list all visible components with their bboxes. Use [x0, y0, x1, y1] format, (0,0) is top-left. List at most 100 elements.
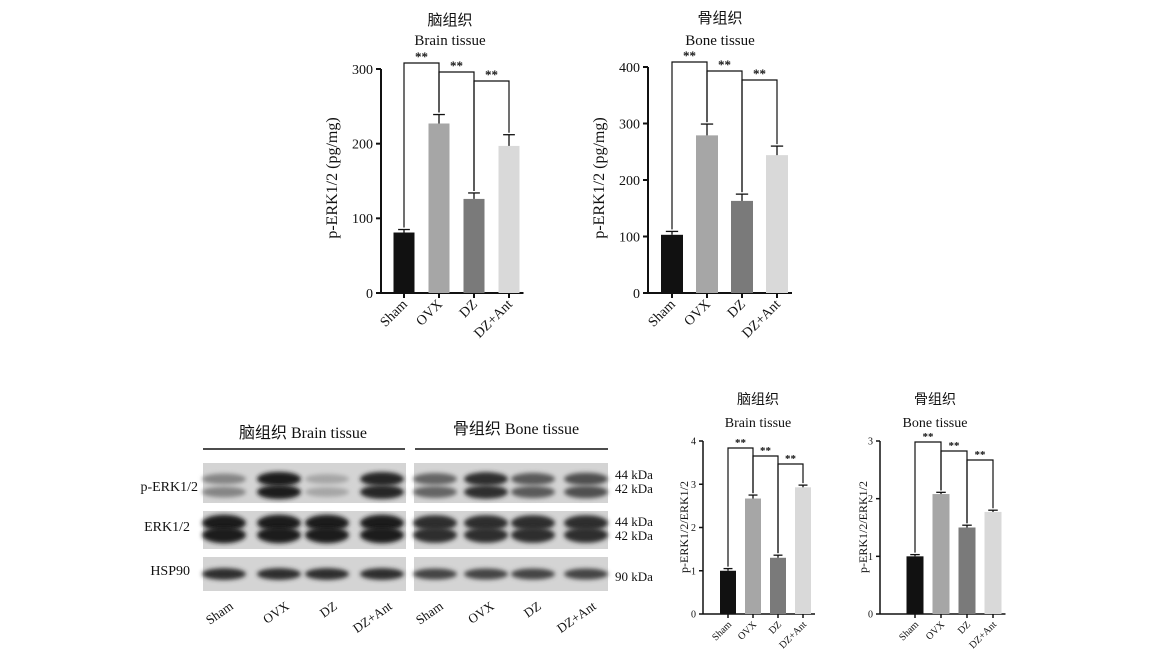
blot-band: [564, 485, 608, 499]
blot-band: [413, 568, 457, 580]
chart-brain-pgmg: 脑组织 Brain tissue p-ERK1/2 (pg/mg) 0 100 20…: [324, 12, 524, 341]
blot-band: [564, 515, 608, 531]
x-tick-label: DZ+Ant: [740, 297, 784, 341]
significance-label: **: [760, 445, 772, 457]
blot-band: [305, 487, 349, 497]
blot-band: [413, 515, 457, 531]
bar: [393, 232, 415, 293]
y-tick-label: 0: [868, 610, 873, 621]
y-tick-label: 1: [868, 552, 873, 563]
blot-band: [202, 526, 246, 544]
bar: [932, 494, 950, 614]
y-tick-label: 300: [352, 63, 373, 78]
chart-subtitle: Bone tissue: [903, 416, 968, 431]
blot-band: [511, 515, 555, 531]
bar: [720, 570, 736, 614]
blot-band: [202, 568, 246, 580]
y-tick-label: 300: [619, 117, 640, 132]
chart-bone-ratio: 骨组织 Bone tissue p-ERK1/2/ERK1/2 0 1 2 3 Sham…: [856, 392, 1006, 651]
y-tick-label: 200: [352, 138, 373, 153]
blot-band: [257, 526, 301, 544]
significance-label: **: [923, 431, 935, 443]
x-tick-label: OVX: [682, 297, 714, 329]
bar: [770, 557, 786, 614]
significance-bracket: [741, 79, 778, 193]
blot-band: [564, 472, 608, 486]
chart-bone-pgmg: 骨组织 Bone tissue p-ERK1/2 (pg/mg) 0 100 200…: [591, 10, 792, 341]
chart-subtitle: Brain tissue: [414, 33, 486, 49]
blot-row-label: p-ERK1/2: [140, 480, 198, 495]
blot-band: [257, 471, 301, 487]
bar: [766, 155, 788, 293]
significance-label: **: [450, 58, 463, 73]
blot-band: [257, 568, 301, 580]
x-tick-label: Sham: [646, 297, 679, 330]
blot-band: [511, 485, 555, 499]
blot-band: [360, 526, 404, 544]
significance-label: **: [485, 67, 498, 82]
x-tick-label: OVX: [736, 619, 760, 643]
blot-band: [305, 526, 349, 544]
y-tick-label: 4: [691, 437, 696, 448]
blot-header-brain: 脑组织 Brain tissue: [239, 424, 367, 442]
blot-lane-label: Sham: [203, 598, 236, 627]
blot-band: [257, 484, 301, 500]
blot-lane-labels: Sham OVX DZ DZ+Ant Sham OVX DZ DZ+Ant: [203, 598, 599, 636]
chart-title: 骨组织: [914, 392, 956, 408]
blot-band: [464, 527, 508, 543]
blot-lane-label: DZ: [521, 598, 544, 620]
significance-bracket: [777, 463, 804, 554]
blot-band: [564, 527, 608, 543]
y-axis-label: p-ERK1/2/ERK1/2: [677, 481, 691, 573]
blot-band: [464, 568, 508, 580]
blot-lane-label: DZ+Ant: [554, 598, 599, 636]
bar: [731, 200, 753, 293]
bar: [661, 234, 683, 293]
bar: [463, 198, 485, 293]
chart-subtitle: Brain tissue: [725, 416, 792, 431]
chart-subtitle: Bone tissue: [685, 33, 755, 49]
bar: [696, 135, 718, 293]
blot-band: [511, 472, 555, 486]
x-tick-label: DZ: [956, 619, 973, 636]
significance-bracket: [473, 80, 510, 191]
y-tick-label: 3: [691, 480, 696, 491]
kda-label: 44 kDa: [615, 467, 653, 482]
x-tick-label: Sham: [710, 619, 734, 643]
blot-band: [511, 527, 555, 543]
blot-band: [413, 527, 457, 543]
bar: [428, 123, 450, 293]
bar: [745, 498, 761, 614]
blot-header-bone: 骨组织 Bone tissue: [453, 420, 579, 438]
y-tick-label: 0: [691, 610, 696, 621]
blot-lane-label: Sham: [413, 598, 446, 627]
y-tick-label: 100: [352, 212, 373, 227]
blot-band: [464, 515, 508, 531]
chart-title: 脑组织: [427, 12, 472, 29]
chart-title: 脑组织: [737, 392, 779, 408]
y-tick-label: 2: [691, 523, 696, 534]
significance-label: **: [735, 437, 747, 449]
y-tick-label: 2: [868, 494, 873, 505]
blot-lane-label: DZ+Ant: [350, 598, 395, 636]
x-tick-label: DZ+Ant: [777, 619, 809, 651]
blot-band: [202, 486, 246, 498]
bar: [984, 511, 1002, 614]
y-axis-label: p-ERK1/2 (pg/mg): [591, 117, 608, 238]
x-tick-label: Sham: [897, 619, 921, 643]
western-blot-panel: 脑组织 Brain tissue 骨组织 Bone tissue p-ERK1/…: [140, 420, 653, 636]
blot-band: [202, 473, 246, 485]
significance-label: **: [683, 48, 696, 63]
x-tick-label: DZ+Ant: [967, 619, 999, 651]
blot-band: [360, 485, 404, 499]
significance-label: **: [785, 453, 797, 465]
blot-lane-label: OVX: [465, 598, 497, 627]
blot-band: [202, 514, 246, 532]
blot-lane-label: DZ: [317, 598, 340, 620]
x-tick-label: OVX: [924, 619, 948, 643]
significance-bracket: [966, 459, 994, 524]
blot-row-label: HSP90: [150, 564, 190, 579]
blot-band: [305, 568, 349, 580]
blot-band: [360, 514, 404, 532]
